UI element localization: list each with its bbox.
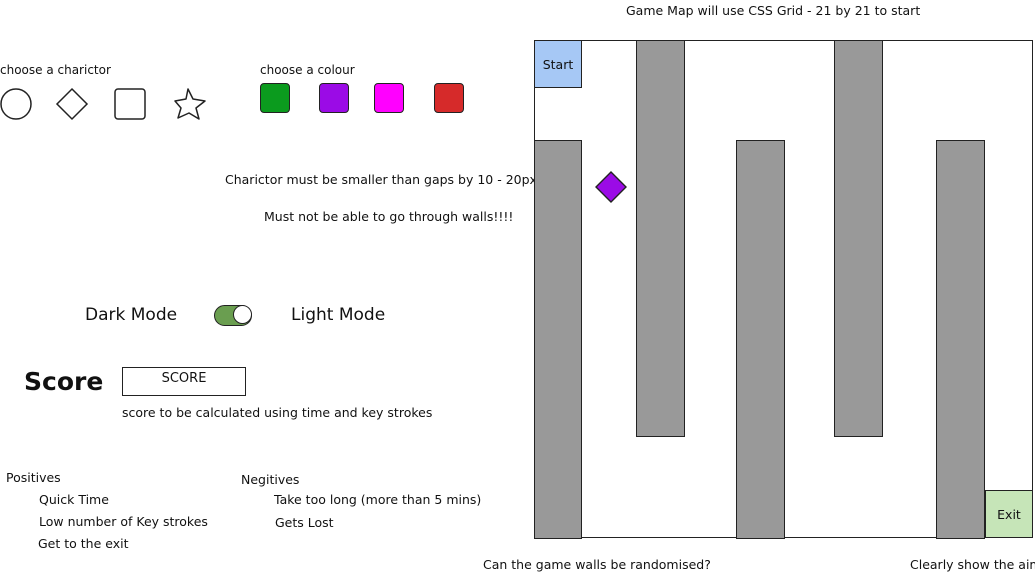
- positives-item: Quick Time: [39, 492, 109, 507]
- mode-toggle[interactable]: [214, 305, 252, 326]
- game-map: Start Exit: [534, 40, 1033, 539]
- maze-wall: [636, 40, 685, 437]
- score-note: score to be calculated using time and ke…: [122, 405, 433, 420]
- colour-swatch-magenta[interactable]: [374, 83, 404, 113]
- start-cell: Start: [534, 40, 582, 88]
- dark-mode-label: Dark Mode: [85, 305, 178, 325]
- positives-item: Low number of Key strokes: [39, 514, 208, 529]
- square-icon[interactable]: [114, 88, 146, 120]
- diamond-icon[interactable]: [55, 87, 89, 121]
- score-heading: Score: [24, 367, 104, 396]
- map-title: Game Map will use CSS Grid - 21 by 21 to…: [626, 3, 921, 18]
- colour-swatch-green[interactable]: [260, 83, 290, 113]
- character-options: [0, 87, 206, 121]
- positives-title: Positives: [6, 470, 61, 485]
- maze-wall: [534, 140, 582, 539]
- toggle-knob: [233, 305, 252, 324]
- walls-rule-note: Must not be able to go through walls!!!!: [264, 209, 514, 224]
- colour-swatch-red[interactable]: [434, 83, 464, 113]
- maze-wall: [736, 140, 785, 539]
- player-character: [595, 171, 627, 203]
- negatives-item: Take too long (more than 5 mins): [274, 492, 482, 507]
- maze-wall: [834, 40, 883, 437]
- size-rule-note: Charictor must be smaller than gaps by 1…: [225, 172, 537, 187]
- maze-wall: [936, 140, 985, 539]
- exit-cell: Exit: [985, 490, 1033, 538]
- randomise-note: Can the game walls be randomised?: [483, 557, 711, 572]
- negatives-title: Negitives: [241, 472, 300, 487]
- aim-note: Clearly show the aim.: [910, 557, 1035, 572]
- colour-swatch-purple[interactable]: [319, 83, 349, 113]
- circle-icon[interactable]: [0, 88, 32, 120]
- character-label: choose a charictor: [0, 63, 111, 77]
- star-icon[interactable]: [174, 88, 206, 120]
- light-mode-label: Light Mode: [291, 305, 386, 325]
- negatives-item: Gets Lost: [275, 515, 334, 530]
- colour-label: choose a colour: [260, 63, 355, 77]
- score-display: SCORE: [122, 367, 246, 396]
- positives-item: Get to the exit: [38, 536, 129, 551]
